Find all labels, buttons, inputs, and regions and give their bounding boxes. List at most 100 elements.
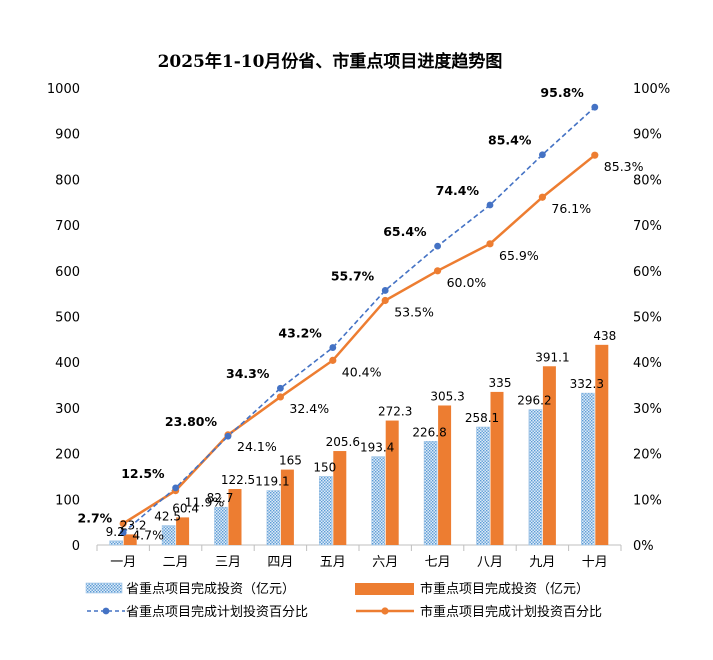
bar-province-label: 332.3 bbox=[570, 377, 604, 391]
legend-bar-city-label: 市重点项目完成投资（亿元） bbox=[420, 581, 589, 597]
bar-city-label: 165 bbox=[279, 454, 302, 468]
x-tick-label: 六月 bbox=[372, 555, 398, 570]
line-city-label: 4.7% bbox=[132, 528, 164, 543]
line-province-label: 2.7% bbox=[78, 511, 113, 526]
x-tick-label: 七月 bbox=[425, 555, 451, 570]
line-province-point bbox=[591, 103, 599, 111]
y-right-tick-label: 0% bbox=[633, 539, 654, 554]
line-province-label: 65.4% bbox=[383, 224, 427, 239]
y-left-tick-label: 500 bbox=[55, 311, 80, 326]
line-province-point bbox=[172, 484, 180, 492]
line-province-point bbox=[539, 151, 546, 159]
bar-province bbox=[528, 409, 543, 546]
bar-province-label: 193.4 bbox=[360, 441, 394, 455]
legend-bar-province-label: 省重点项目完成投资（亿元） bbox=[126, 581, 295, 597]
x-tick-label: 九月 bbox=[529, 555, 555, 570]
bar-city-label: 205.6 bbox=[326, 435, 360, 449]
y-right-tick-label: 30% bbox=[633, 402, 662, 417]
line-city-label: 65.9% bbox=[499, 248, 539, 263]
bars bbox=[109, 344, 609, 546]
y-right-tick-label: 40% bbox=[633, 356, 662, 371]
line-province-point bbox=[119, 529, 127, 537]
line-province-label: 55.7% bbox=[331, 268, 375, 283]
bar-province bbox=[266, 490, 281, 546]
line-province-point bbox=[486, 201, 494, 209]
line-province-percent bbox=[122, 106, 596, 534]
line-province-point bbox=[224, 432, 232, 440]
legend-bar-province-swatch bbox=[85, 582, 123, 594]
y-right-tick-label: 80% bbox=[633, 173, 662, 188]
legend-line-province-label: 省重点项目完成计划投资百分比 bbox=[126, 604, 308, 620]
line-city-point bbox=[329, 356, 337, 364]
x-tick-label: 三月 bbox=[215, 555, 241, 570]
line-city-point bbox=[486, 240, 494, 248]
line-city-label: 85.3% bbox=[604, 159, 644, 174]
bar-province-label: 82.7 bbox=[207, 491, 234, 505]
y-right-tick-label: 100% bbox=[633, 82, 670, 97]
y-right-tick-label: 50% bbox=[633, 311, 662, 326]
y-left-tick-label: 200 bbox=[55, 448, 80, 463]
x-tick-label: 八月 bbox=[477, 555, 503, 570]
line-province-label: 85.4% bbox=[488, 133, 532, 148]
bar-province-label: 42.5 bbox=[154, 510, 181, 524]
line-city-point bbox=[276, 393, 284, 401]
x-tick-label: 五月 bbox=[320, 555, 346, 570]
y-left-tick-label: 800 bbox=[55, 173, 80, 188]
y-left-tick-label: 0 bbox=[72, 539, 80, 554]
line-city-label: 40.4% bbox=[342, 364, 382, 379]
line-city-point bbox=[381, 296, 389, 305]
line-city-point bbox=[434, 267, 442, 275]
bar-province-label: 9.2 bbox=[106, 525, 125, 539]
line-province-label: 95.8% bbox=[540, 85, 584, 100]
bar-city-label: 60.4 bbox=[172, 501, 199, 515]
x-tick-label: 十月 bbox=[582, 555, 608, 570]
bar-province bbox=[318, 476, 333, 546]
y-left-tick-label: 900 bbox=[55, 128, 80, 143]
y-left-tick-label: 600 bbox=[55, 265, 80, 280]
bar-province bbox=[580, 392, 595, 546]
line-province-label: 74.4% bbox=[436, 183, 480, 198]
line-city-label: 32.4% bbox=[289, 401, 329, 416]
line-province-label: 23.80% bbox=[165, 414, 218, 429]
bar-city bbox=[123, 534, 137, 545]
bar-province bbox=[423, 441, 438, 546]
x-tick-label: 一月 bbox=[110, 555, 136, 570]
legend-line-city-label: 市重点项目完成计划投资百分比 bbox=[420, 604, 602, 620]
chart-title: 2025年1-10月份省、市重点项目进度趋势图 bbox=[158, 51, 503, 72]
line-province-point bbox=[434, 242, 441, 250]
bar-city-label: 122.5 bbox=[221, 473, 255, 487]
line-city-point bbox=[591, 151, 599, 159]
x-tick-label: 二月 bbox=[163, 555, 189, 570]
legend-line-city-marker bbox=[381, 607, 389, 615]
y-right-tick-label: 70% bbox=[633, 219, 662, 234]
line-city-label: 76.1% bbox=[551, 201, 591, 216]
y-right-tick-label: 90% bbox=[633, 128, 662, 143]
line-province-point bbox=[381, 287, 389, 294]
bar-city-label: 272.3 bbox=[378, 405, 412, 419]
line-province-point bbox=[277, 384, 284, 392]
bar-city bbox=[280, 469, 294, 545]
line-province-point bbox=[329, 344, 337, 351]
data-labels: 9.223.2 42.560.4 82.7 122.5 119.1 165 150 205.6… bbox=[78, 85, 644, 542]
y-left-tick-label: 300 bbox=[55, 402, 80, 417]
line-city-label: 11.9% bbox=[185, 495, 225, 510]
line-city-percent bbox=[122, 154, 596, 525]
bar-province-label: 226.8 bbox=[412, 425, 446, 439]
y-left-tick-label: 700 bbox=[55, 219, 80, 234]
legend-line-province-marker bbox=[102, 607, 110, 615]
bar-city-label: 438 bbox=[593, 329, 616, 343]
bar-city bbox=[490, 391, 504, 545]
bar-province-label: 150 bbox=[313, 460, 336, 474]
y-left-tick-label: 100 bbox=[55, 493, 80, 508]
bar-province-label: 296.2 bbox=[517, 394, 551, 408]
bar-province bbox=[371, 456, 386, 546]
bar-city-label: 305.3 bbox=[430, 389, 464, 403]
line-city-point bbox=[538, 193, 547, 201]
bar-province bbox=[161, 525, 176, 546]
bar-city bbox=[542, 366, 556, 545]
lines bbox=[119, 103, 599, 537]
line-city-point bbox=[119, 519, 127, 528]
y-right-tick-label: 20% bbox=[633, 448, 662, 463]
